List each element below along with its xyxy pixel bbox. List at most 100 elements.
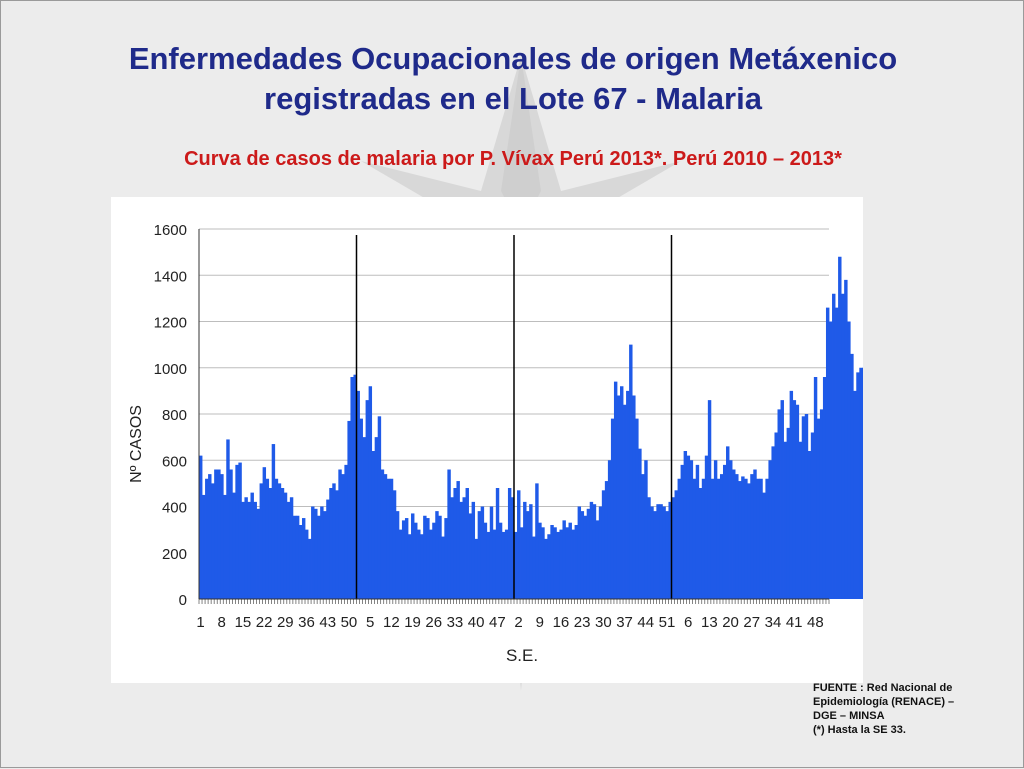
bar-week-174 [722, 464, 727, 599]
bar-week-124 [571, 529, 575, 599]
bar-week-161 [683, 451, 688, 599]
source-line-4: (*) Hasta la SE 33. [813, 724, 906, 736]
bar-week-21 [259, 483, 264, 599]
bar-week-40 [317, 515, 321, 599]
bar-week-157 [671, 497, 675, 599]
bar-week-114 [541, 527, 545, 599]
bar-week-44 [329, 488, 333, 599]
bar-week-142 [626, 390, 630, 599]
x-tick-label-36: 36 [298, 614, 315, 631]
bar-week-214 [844, 279, 848, 599]
bar-week-87 [459, 501, 463, 599]
bar-week-176 [729, 460, 733, 599]
bar-week-96 [486, 531, 491, 599]
bar-week-61 [380, 469, 385, 599]
bar-week-215 [847, 321, 851, 599]
bar-week-177 [732, 469, 736, 599]
bar-week-212 [838, 256, 842, 599]
x-tick-label-19: 19 [404, 614, 421, 631]
bar-week-20 [256, 508, 260, 599]
bar-week-33 [295, 515, 300, 599]
bar-week-210 [832, 293, 836, 599]
bar-week-208 [825, 307, 830, 599]
bar-week-150 [650, 506, 654, 599]
bar-week-73 [417, 529, 421, 599]
bar-week-47 [338, 469, 342, 599]
bar-week-149 [647, 497, 651, 599]
bar-week-89 [465, 488, 469, 599]
bar-week-191 [774, 432, 778, 599]
bar-week-213 [841, 293, 845, 599]
bar-week-90 [468, 513, 472, 599]
bar-week-42 [323, 511, 327, 599]
bar-week-45 [332, 483, 336, 599]
bar-week-133 [598, 506, 603, 599]
bar-week-181 [744, 478, 748, 599]
bar-week-13 [235, 464, 239, 599]
bar-week-182 [747, 483, 751, 599]
bar-week-70 [407, 534, 412, 599]
x-tick-label-2: 2 [514, 614, 522, 631]
bar-week-34 [298, 525, 303, 599]
bar-week-98 [492, 529, 497, 599]
x-tick-label-9: 9 [536, 614, 544, 631]
bar-week-8 [220, 474, 224, 599]
bar-week-218 [856, 372, 860, 599]
x-tick-label-13: 13 [701, 614, 718, 631]
bar-week-83 [447, 469, 451, 599]
x-tick-label-5: 5 [366, 614, 374, 631]
bar-week-27 [277, 483, 282, 599]
axis-layer [198, 229, 830, 604]
bar-week-167 [701, 478, 706, 599]
bar-week-72 [414, 522, 418, 599]
x-tick-label-6: 6 [684, 614, 692, 631]
bar-week-170 [710, 478, 715, 599]
bar-week-219 [859, 367, 863, 599]
bar-week-169 [707, 400, 712, 599]
y-tick-label-200: 200 [162, 546, 187, 563]
bar-week-102 [504, 529, 509, 599]
bar-week-108 [523, 501, 527, 599]
bar-week-126 [577, 506, 582, 599]
bar-week-31 [289, 497, 294, 599]
bar-week-178 [735, 474, 739, 599]
bar-week-97 [489, 506, 494, 599]
chart-subtitle: Curva de casos de malaria por P. Vívax P… [184, 148, 842, 170]
bar-week-54 [359, 418, 363, 599]
bar-week-22 [262, 467, 267, 599]
bar-week-16 [244, 497, 248, 599]
bar-week-147 [641, 474, 645, 599]
x-tick-label-8: 8 [218, 614, 226, 631]
bar-week-46 [335, 490, 339, 599]
bar-week-175 [726, 446, 730, 599]
x-tick-label-20: 20 [722, 614, 739, 631]
bar-week-66 [395, 511, 400, 599]
bar-week-199 [798, 441, 803, 599]
bar-week-1 [199, 455, 203, 599]
bar-week-39 [314, 508, 318, 599]
bar-week-100 [498, 522, 503, 599]
bar-week-38 [311, 506, 315, 599]
bar-week-122 [565, 527, 569, 599]
bar-week-189 [768, 460, 772, 599]
bar-week-105 [514, 531, 518, 599]
bar-week-179 [738, 481, 742, 599]
bar-week-71 [411, 513, 415, 599]
bar-week-106 [517, 490, 521, 599]
bar-week-101 [501, 531, 506, 599]
bar-week-74 [420, 534, 424, 599]
bar-week-194 [783, 441, 787, 599]
bar-week-15 [241, 501, 245, 599]
bar-week-196 [789, 390, 794, 599]
bar-week-110 [529, 504, 533, 599]
bar-week-123 [568, 522, 572, 599]
bar-week-51 [350, 377, 354, 599]
x-tick-label-44: 44 [637, 614, 654, 631]
bar-week-63 [386, 478, 391, 599]
bar-week-156 [668, 501, 672, 599]
bar-layer [199, 256, 863, 599]
bar-week-130 [589, 501, 594, 599]
bar-week-217 [853, 390, 857, 599]
bar-week-135 [604, 481, 609, 599]
